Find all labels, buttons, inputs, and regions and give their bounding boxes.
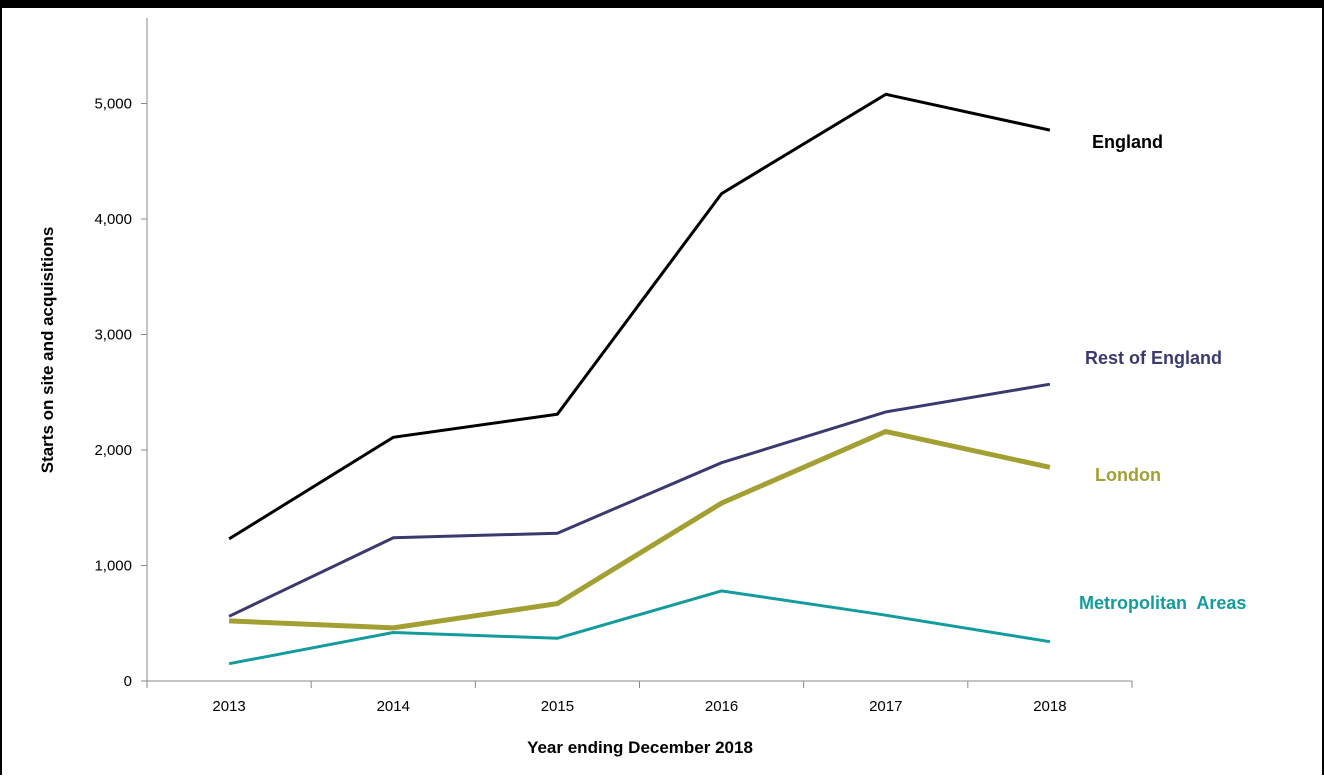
series-line-london: [228, 428, 1051, 631]
series-label: London: [1095, 465, 1161, 485]
series-line-metropolitan-areas: [228, 589, 1051, 666]
x-tick-label: 2017: [869, 698, 902, 715]
series-label: Metropolitan Areas: [1079, 593, 1246, 613]
x-ticks: 2013 2014 2015 2016 2017 2018: [146, 681, 1133, 715]
y-tick-label: 2,000: [94, 442, 132, 459]
y-tick-label: 1,000: [94, 558, 132, 575]
y-tick-label: 4,000: [94, 211, 132, 228]
series-label: Rest of England: [1085, 348, 1222, 368]
x-axis-title: Year ending December 2018: [527, 738, 753, 757]
series-line-rest-of-england: [228, 382, 1051, 618]
series-labels: England Rest of England London Metropolitan…: [1079, 132, 1246, 613]
series-lines: [228, 92, 1051, 666]
series-line-england: [228, 92, 1051, 541]
y-axis-title: Starts on site and acquisitions: [38, 227, 57, 474]
x-tick-label: 2018: [1033, 698, 1066, 715]
x-tick-label: 2016: [705, 698, 738, 715]
x-tick-label: 2014: [377, 698, 410, 715]
x-tick-label: 2015: [541, 698, 574, 715]
y-tick-label: 3,000: [94, 327, 132, 344]
x-tick-label: 2013: [212, 698, 245, 715]
y-tick-label: 0: [124, 673, 132, 690]
y-ticks: 0 1,000 2,000 3,000 4,000 5,000: [94, 96, 147, 690]
axes: [146, 18, 1132, 682]
series-label: England: [1092, 132, 1163, 152]
y-tick-label: 5,000: [94, 96, 132, 113]
